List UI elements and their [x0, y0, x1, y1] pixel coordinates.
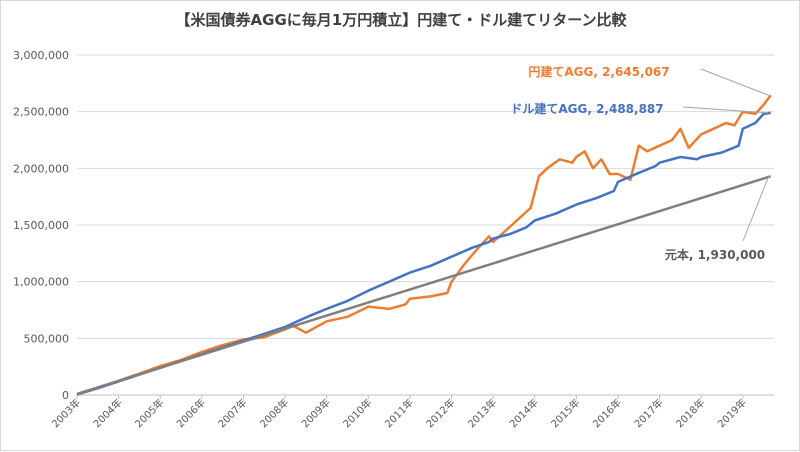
leader-line [742, 176, 770, 242]
leader-line [700, 68, 769, 96]
y-tick-label: 2,500,000 [13, 106, 69, 119]
x-tick-label: 2011年 [382, 396, 416, 430]
x-tick-label: 2004年 [90, 396, 124, 430]
y-tick-label: 500,000 [24, 332, 70, 345]
x-tick-label: 2012年 [423, 396, 457, 430]
x-tick-label: 2007年 [215, 396, 249, 430]
chart-title: 【米国債券AGGに毎月1万円積立】円建て・ドル建てリターン比較 [175, 11, 627, 29]
x-tick-label: 2014年 [507, 396, 541, 430]
x-tick-label: 2015年 [548, 396, 582, 430]
series-line [76, 175, 772, 396]
series-end-label: ドル建てAGG, 2,488,887 [510, 101, 663, 116]
x-tick-label: 2019年 [715, 396, 749, 430]
y-tick-label: 3,000,000 [13, 49, 69, 62]
y-tick-label: 1,500,000 [13, 219, 69, 232]
x-tick-label: 2006年 [174, 396, 208, 430]
x-tick-label: 2009年 [299, 396, 333, 430]
x-tick-label: 2013年 [465, 396, 499, 430]
y-tick-label: 0 [62, 389, 69, 402]
y-tick-label: 1,000,000 [13, 276, 69, 289]
series-end-label: 元本, 1,930,000 [665, 247, 765, 262]
x-tick-label: 2008年 [257, 396, 291, 430]
y-tick-label: 2,000,000 [13, 162, 69, 175]
series-line [76, 94, 772, 396]
series-end-label: 円建てAGG, 2,645,067 [528, 64, 669, 79]
x-tick-label: 2018年 [673, 396, 707, 430]
x-tick-label: 2010年 [340, 396, 374, 430]
leader-line [682, 106, 769, 114]
x-tick-label: 2017年 [631, 396, 665, 430]
x-tick-label: 2016年 [590, 396, 624, 430]
x-tick-label: 2005年 [132, 396, 166, 430]
